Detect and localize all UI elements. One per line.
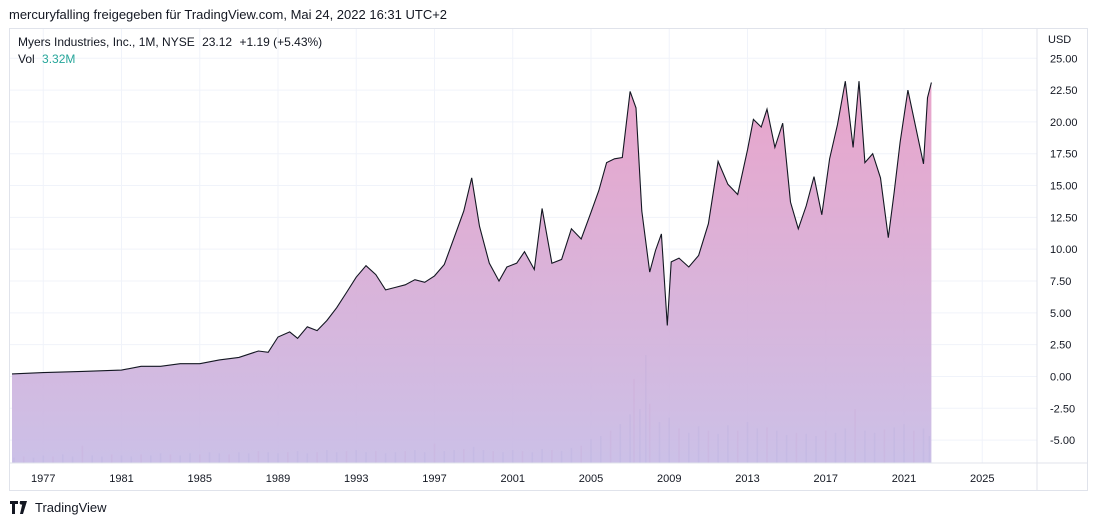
- y-tick-label: 22.50: [1050, 85, 1078, 97]
- x-tick-label: 2025: [970, 473, 994, 485]
- price-area: [12, 81, 932, 463]
- y-tick-label: 0.00: [1050, 371, 1071, 383]
- x-tick-label: 1985: [188, 473, 212, 485]
- x-tick-label: 1981: [109, 473, 133, 485]
- y-tick-label: 12.50: [1050, 212, 1078, 224]
- y-tick-label: 2.50: [1050, 340, 1071, 352]
- chart-caption: mercuryfalling freigegeben für TradingVi…: [9, 7, 448, 22]
- time-axis[interactable]: 1977 1981 1985 1989 1993 1997 2001 2005 2009 2013…: [31, 473, 994, 485]
- price-line: [11, 81, 932, 375]
- volume-value: 3.32M: [42, 52, 76, 66]
- x-tick-label: 2017: [813, 473, 837, 485]
- x-tick-label: 2009: [657, 473, 681, 485]
- tradingview-logo-icon: [10, 501, 27, 514]
- y-tick-label: 25.00: [1050, 53, 1078, 65]
- symbol-legend[interactable]: Myers Industries, Inc., 1M, NYSE 23.12 +…: [18, 35, 322, 49]
- x-tick-label: 1977: [31, 473, 55, 485]
- volume-legend[interactable]: Vol 3.32M: [18, 52, 75, 66]
- y-tick-label: -2.50: [1050, 403, 1075, 415]
- chart-frame[interactable]: [9, 28, 1088, 491]
- y-tick-label: 10.00: [1050, 244, 1078, 256]
- currency-label[interactable]: USD: [1048, 34, 1072, 46]
- x-tick-label: 1993: [344, 473, 368, 485]
- x-tick-label: 1997: [422, 473, 446, 485]
- symbol-title: Myers Industries, Inc., 1M, NYSE: [18, 35, 195, 49]
- x-tick-label: 2021: [892, 473, 916, 485]
- last-price: 23.12: [202, 35, 233, 49]
- brand-name: TradingView: [35, 500, 107, 515]
- y-tick-label: 20.00: [1050, 117, 1078, 129]
- x-tick-label: 1989: [266, 473, 290, 485]
- tradingview-logo[interactable]: TradingView: [10, 500, 107, 515]
- y-tick-label: 5.00: [1050, 308, 1071, 320]
- x-tick-label: 2013: [735, 473, 759, 485]
- y-tick-label: -5.00: [1050, 435, 1075, 447]
- price-axis[interactable]: 25.00 22.50 20.00 17.50 15.00 12.50 10.00 7.50 5…: [1050, 53, 1078, 447]
- volume-label: Vol: [18, 52, 35, 66]
- x-tick-label: 2005: [579, 473, 603, 485]
- price-change: +1.19 (+5.43%): [239, 35, 323, 49]
- x-tick-label: 2001: [500, 473, 524, 485]
- y-tick-label: 15.00: [1050, 181, 1078, 193]
- y-tick-label: 7.50: [1050, 276, 1071, 288]
- y-tick-label: 17.50: [1050, 149, 1078, 161]
